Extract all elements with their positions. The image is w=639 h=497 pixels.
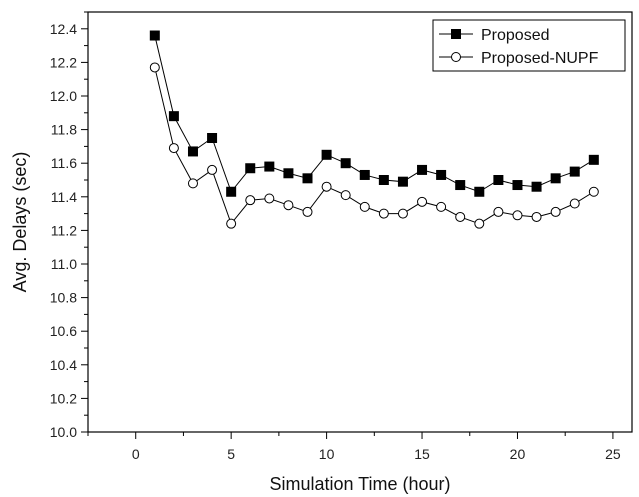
data-point — [531, 181, 542, 192]
data-point — [245, 195, 256, 206]
data-point — [378, 208, 389, 219]
y-tick-label: 12.0 — [50, 88, 77, 104]
data-point — [359, 201, 370, 212]
series-line — [154, 67, 595, 225]
series-proposed — [149, 30, 599, 197]
y-tick-label: 10.6 — [50, 323, 77, 339]
legend-label: Proposed — [481, 27, 550, 44]
x-tick-label: 0 — [132, 446, 140, 462]
data-point — [550, 206, 561, 217]
data-point — [226, 186, 237, 197]
data-point — [187, 146, 198, 157]
data-point — [340, 158, 351, 169]
data-point — [302, 173, 313, 184]
y-tick-label: 11.6 — [51, 155, 77, 171]
plot-frame — [87, 11, 633, 433]
legend-box — [432, 19, 626, 72]
data-point — [321, 181, 332, 192]
data-point — [283, 168, 294, 179]
data-point — [417, 196, 428, 207]
data-point — [149, 62, 160, 73]
data-point — [531, 211, 542, 222]
data-point — [226, 218, 237, 229]
y-axis-title: Avg. Delays (sec) — [10, 152, 30, 293]
data-point — [340, 190, 351, 201]
data-point — [302, 206, 313, 217]
data-point — [321, 149, 332, 160]
data-point — [512, 210, 523, 221]
data-point — [474, 186, 485, 197]
plot-border — [87, 11, 633, 433]
data-point — [569, 198, 580, 209]
data-point — [436, 169, 447, 180]
legend: Proposed Proposed-NUPF — [432, 19, 626, 72]
y-tick-label: 11.0 — [51, 256, 77, 272]
data-point — [359, 169, 370, 180]
x-tick-label: 15 — [414, 446, 430, 462]
legend-label: Proposed-NUPF — [481, 50, 599, 67]
y-tick-label: 11.2 — [51, 222, 77, 238]
y-tick-label: 10.8 — [50, 290, 77, 306]
data-point — [588, 186, 599, 197]
data-point — [264, 193, 275, 204]
y-tick-label: 10.2 — [50, 390, 77, 406]
data-point — [417, 164, 428, 175]
y-tick-label: 10.0 — [50, 424, 77, 440]
y-tick-label: 10.4 — [50, 357, 77, 373]
y-tick-label: 12.4 — [50, 21, 77, 37]
x-tick-label: 25 — [605, 446, 621, 462]
y-tick-label: 11.4 — [51, 189, 77, 205]
data-point — [436, 201, 447, 212]
y-tick-label: 11.8 — [51, 122, 77, 138]
data-point — [397, 176, 408, 187]
data-point — [187, 178, 198, 189]
data-point — [493, 206, 504, 217]
data-point — [493, 175, 504, 185]
y-axis: 10.0 10.2 10.4 10.6 10.8 11.0 11.2 11.4 11.6 11.8… — [50, 11, 88, 440]
legend-marker — [451, 29, 461, 39]
data-point — [207, 164, 218, 175]
series-proposed-nupf — [149, 62, 599, 229]
data-point — [397, 208, 408, 219]
data-point — [168, 111, 179, 122]
y-tick-label: 12.2 — [50, 54, 77, 70]
data-point — [455, 180, 466, 191]
legend-marker — [451, 52, 461, 62]
x-axis: 0 5 10 15 20 25 — [87, 432, 621, 462]
data-point — [474, 218, 485, 229]
data-point — [550, 173, 561, 184]
x-tick-label: 5 — [227, 446, 235, 462]
series-layer — [149, 30, 599, 229]
data-point — [207, 133, 218, 143]
data-point — [149, 30, 160, 41]
data-point — [378, 175, 389, 185]
data-point — [569, 166, 580, 177]
data-point — [245, 163, 256, 174]
data-point — [512, 180, 523, 191]
x-tick-label: 10 — [319, 446, 335, 462]
data-point — [283, 200, 294, 211]
x-axis-title: Simulation Time (hour) — [269, 474, 450, 494]
data-point — [588, 154, 599, 165]
data-point — [264, 161, 275, 172]
x-tick-label: 20 — [510, 446, 526, 462]
data-point — [168, 143, 179, 154]
data-point — [455, 211, 466, 222]
